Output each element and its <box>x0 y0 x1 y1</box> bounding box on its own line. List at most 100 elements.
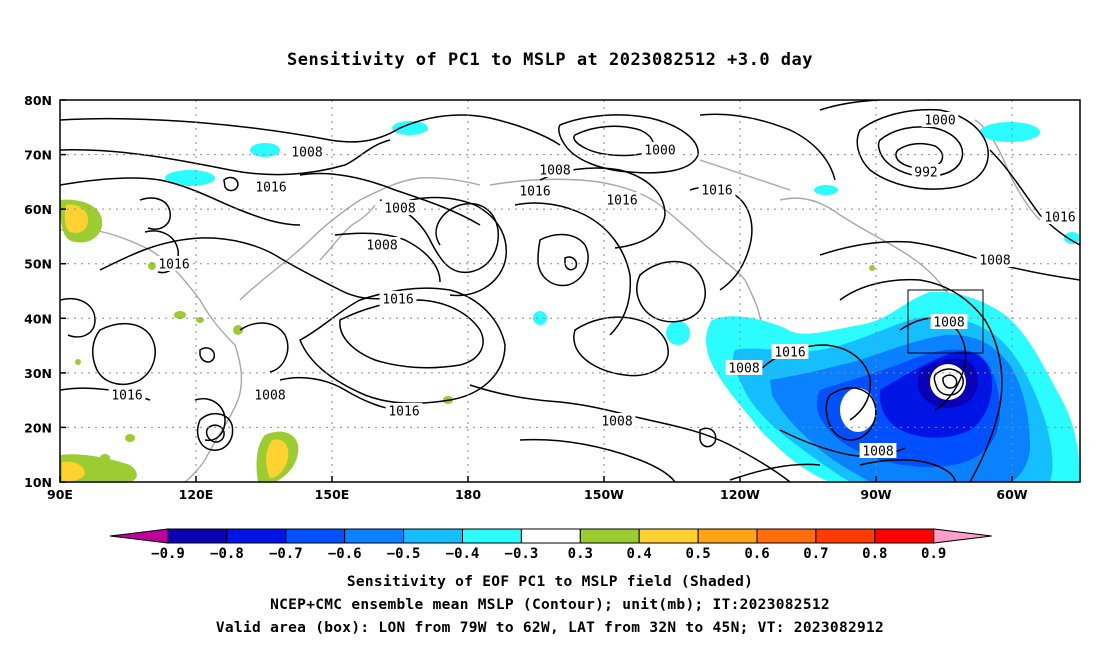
contour-label-bg <box>385 403 423 418</box>
contour-label-bg <box>859 443 897 458</box>
colorbar-swatch <box>697 528 758 544</box>
contour-label: 1016 <box>158 258 189 273</box>
contour-label: 1008 <box>291 146 322 161</box>
contour-label-bg <box>516 183 554 198</box>
contour-labels: 1008 1000 1000 992 1016 1016 1008 1008 1016 1016 1… <box>108 112 1079 460</box>
colorbar-swatch <box>462 528 522 544</box>
contour-label: 1000 <box>644 144 675 159</box>
contour-label-bg <box>698 182 736 197</box>
contour-label: 1008 <box>601 415 632 430</box>
colorbar-swatch <box>579 528 640 544</box>
colorbar-tick-label: −0.9 <box>151 546 185 562</box>
contour-label: 1016 <box>606 194 637 209</box>
contour-label-bg <box>976 252 1014 267</box>
contour-label-bg <box>725 360 763 375</box>
contour-label: 1016 <box>111 389 142 404</box>
lon-label-180: 180 <box>455 487 481 502</box>
contour-label: 992 <box>914 166 937 181</box>
lat-label-30n: 30N <box>24 366 52 381</box>
contour-label-bg <box>921 112 959 127</box>
colorbar-swatch <box>226 528 287 544</box>
contour-label: 1008 <box>539 164 570 179</box>
contour-label-bg <box>641 142 679 157</box>
contour-label: 1016 <box>388 405 419 420</box>
colorbar-tick-label: 0.5 <box>685 546 710 562</box>
colorbar-tick-label: 0.7 <box>803 546 828 562</box>
colorbar-swatch <box>815 528 876 544</box>
contour-label-bg <box>381 200 419 215</box>
caption-valid-area: Valid area (box): LON from 79W to 62W, L… <box>215 620 885 636</box>
contour-label-bg <box>155 256 193 271</box>
lon-label-120w: 120W <box>720 487 760 502</box>
lon-label-120e: 120E <box>179 487 214 502</box>
contour-label-bg <box>603 192 641 207</box>
contour-label-bg <box>251 387 289 402</box>
longitude-labels: 90E 120E 150E 180 150W 120W 90W 60W <box>47 487 1028 502</box>
colorbar-swatch <box>638 528 699 544</box>
contour-label-bg <box>363 237 401 252</box>
colorbar-labels: −0.9 −0.8 −0.7 −0.6 −0.5 −0.4 −0.3 0.3 0.4 0.5 0.6… <box>151 546 946 562</box>
contour-label: 1008 <box>366 239 397 254</box>
colorbar-over-arrow <box>933 528 992 544</box>
contour-label: 1008 <box>728 362 759 377</box>
plot-frame <box>59 99 1081 483</box>
contour-label: 1008 <box>862 445 893 460</box>
lon-label-150e: 150E <box>315 487 350 502</box>
contour-label: 1016 <box>255 181 286 196</box>
colorbar-tick-label: 0.9 <box>921 546 946 562</box>
lon-label-60w: 60W <box>996 487 1027 502</box>
lon-label-90e: 90E <box>47 487 73 502</box>
colorbar-swatch <box>520 528 581 544</box>
lat-label-80n: 80N <box>24 93 52 108</box>
sensitivity-shading <box>60 121 1080 482</box>
colorbar-tick-label: 0.8 <box>862 546 887 562</box>
colorbar-tick-label: 0.6 <box>744 546 769 562</box>
map-title: Sensitivity of PC1 to MSLP at 2023082512… <box>286 50 813 70</box>
contour-label-bg <box>771 344 809 359</box>
contour-label-bg <box>930 314 968 329</box>
colorbar-swatch <box>756 528 817 544</box>
caption-contour: NCEP+CMC ensemble mean MSLP (Contour); u… <box>270 597 830 613</box>
tick-marks <box>59 99 1013 483</box>
lat-label-60n: 60N <box>24 202 52 217</box>
valid-area-box <box>907 289 984 354</box>
contour-label-bg <box>1041 209 1079 224</box>
colorbar <box>109 528 992 544</box>
latitude-labels: 80N 70N 60N 50N 40N 30N 20N 10N <box>24 93 52 490</box>
colorbar-swatch <box>167 528 228 544</box>
contour-label: 1008 <box>254 389 285 404</box>
contour-label: 1000 <box>924 114 955 129</box>
contour-label: 1016 <box>701 184 732 199</box>
contour-label-bg <box>108 387 146 402</box>
colorbar-tick-label: 0.3 <box>568 546 593 562</box>
colorbar-tick-label: −0.5 <box>387 546 421 562</box>
contour-label-bg <box>536 162 574 177</box>
contour-label: 1016 <box>519 185 550 200</box>
contour-label: 1016 <box>774 346 805 361</box>
grid-lines <box>60 100 1080 482</box>
colorbar-swatch <box>403 528 464 544</box>
lon-label-150w: 150W <box>584 487 624 502</box>
colorbar-swatch <box>285 528 346 544</box>
contour-label-bg <box>911 164 941 179</box>
lat-label-40n: 40N <box>24 311 52 326</box>
lat-label-70n: 70N <box>24 148 52 163</box>
colorbar-tick-label: −0.6 <box>328 546 362 562</box>
colorbar-tick-label: −0.3 <box>505 546 539 562</box>
contour-label-bg <box>252 179 290 194</box>
contour-label: 1016 <box>1044 211 1075 226</box>
contour-label: 1016 <box>382 293 413 308</box>
colorbar-under-arrow <box>109 528 169 544</box>
colorbar-swatch <box>344 528 405 544</box>
contour-label: 1008 <box>933 316 964 331</box>
colorbar-tick-label: −0.8 <box>210 546 244 562</box>
contour-label-bg <box>379 291 417 306</box>
colorbar-swatch <box>874 528 935 544</box>
contour-label-bg <box>598 413 636 428</box>
contour-label: 1008 <box>384 202 415 217</box>
lat-label-50n: 50N <box>24 257 52 272</box>
caption-shading: Sensitivity of EOF PC1 to MSLP field (Sh… <box>346 574 754 590</box>
lat-label-20n: 20N <box>24 420 52 435</box>
colorbar-tick-label: −0.7 <box>269 546 303 562</box>
